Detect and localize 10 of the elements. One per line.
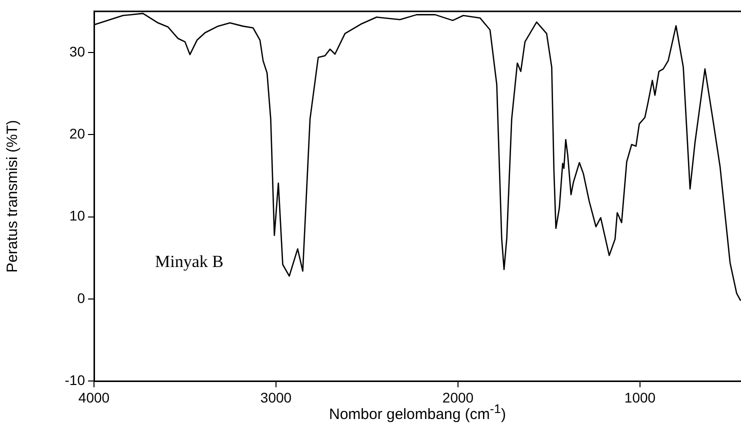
y-tick-label: 20	[69, 126, 86, 142]
y-axis-title: Peratus transmisi (%T)	[4, 120, 22, 273]
annotation: Minyak B	[155, 252, 224, 272]
y-tick-label: 0	[77, 290, 86, 306]
y-tick-label: 30	[69, 43, 86, 60]
x-tick-label: 4000	[78, 389, 110, 406]
x-tick-label: 3000	[260, 389, 292, 406]
y-tick-label: 10	[69, 208, 86, 224]
y-tick-label: -10	[64, 372, 86, 388]
x-tick-label: 1000	[624, 389, 656, 406]
